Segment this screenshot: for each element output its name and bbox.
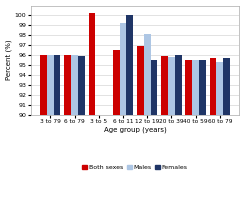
Bar (185, 60, 192, 115)
Bar (161, 56, 168, 115)
Bar (210, 58, 216, 115)
Bar (88, 13, 95, 115)
Bar (137, 46, 144, 115)
Bar (126, 15, 133, 115)
Bar (216, 62, 223, 115)
Bar (47, 55, 54, 115)
Bar (150, 60, 157, 115)
Bar (175, 55, 182, 115)
X-axis label: Age group (years): Age group (years) (104, 127, 166, 133)
Bar (78, 56, 85, 115)
Bar (54, 55, 61, 115)
Bar (120, 23, 126, 115)
Bar (223, 58, 230, 115)
Bar (144, 34, 150, 115)
Legend: Both sexes, Males, Females: Both sexes, Males, Females (80, 162, 190, 173)
Y-axis label: Percent (%): Percent (%) (6, 40, 12, 81)
Bar (71, 55, 78, 115)
Bar (199, 60, 206, 115)
Bar (113, 50, 120, 115)
Bar (168, 57, 175, 115)
Bar (40, 55, 47, 115)
Bar (64, 55, 71, 115)
Bar (192, 60, 199, 115)
